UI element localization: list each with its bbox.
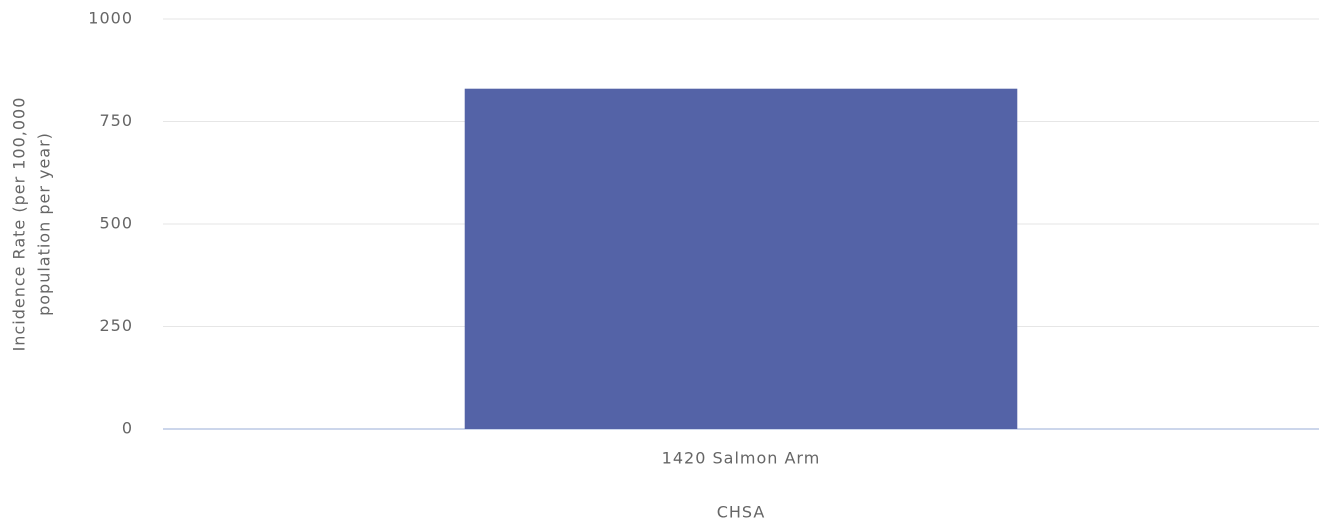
y-tick-label: 250	[99, 316, 133, 335]
y-tick-label: 750	[99, 111, 133, 130]
y-axis-label-line: population per year)	[35, 132, 54, 316]
y-tick-label: 0	[122, 419, 133, 438]
y-axis-label: Incidence Rate (per 100,000 population p…	[10, 97, 54, 352]
x-tick-label: 1420 Salmon Arm	[662, 449, 821, 468]
y-tick-label: 1000	[88, 9, 133, 28]
x-axis-label: CHSA	[717, 503, 766, 521]
y-tick-label: 500	[99, 214, 133, 233]
y-axis-label-line: Incidence Rate (per 100,000	[10, 97, 29, 352]
bar	[464, 88, 1018, 429]
